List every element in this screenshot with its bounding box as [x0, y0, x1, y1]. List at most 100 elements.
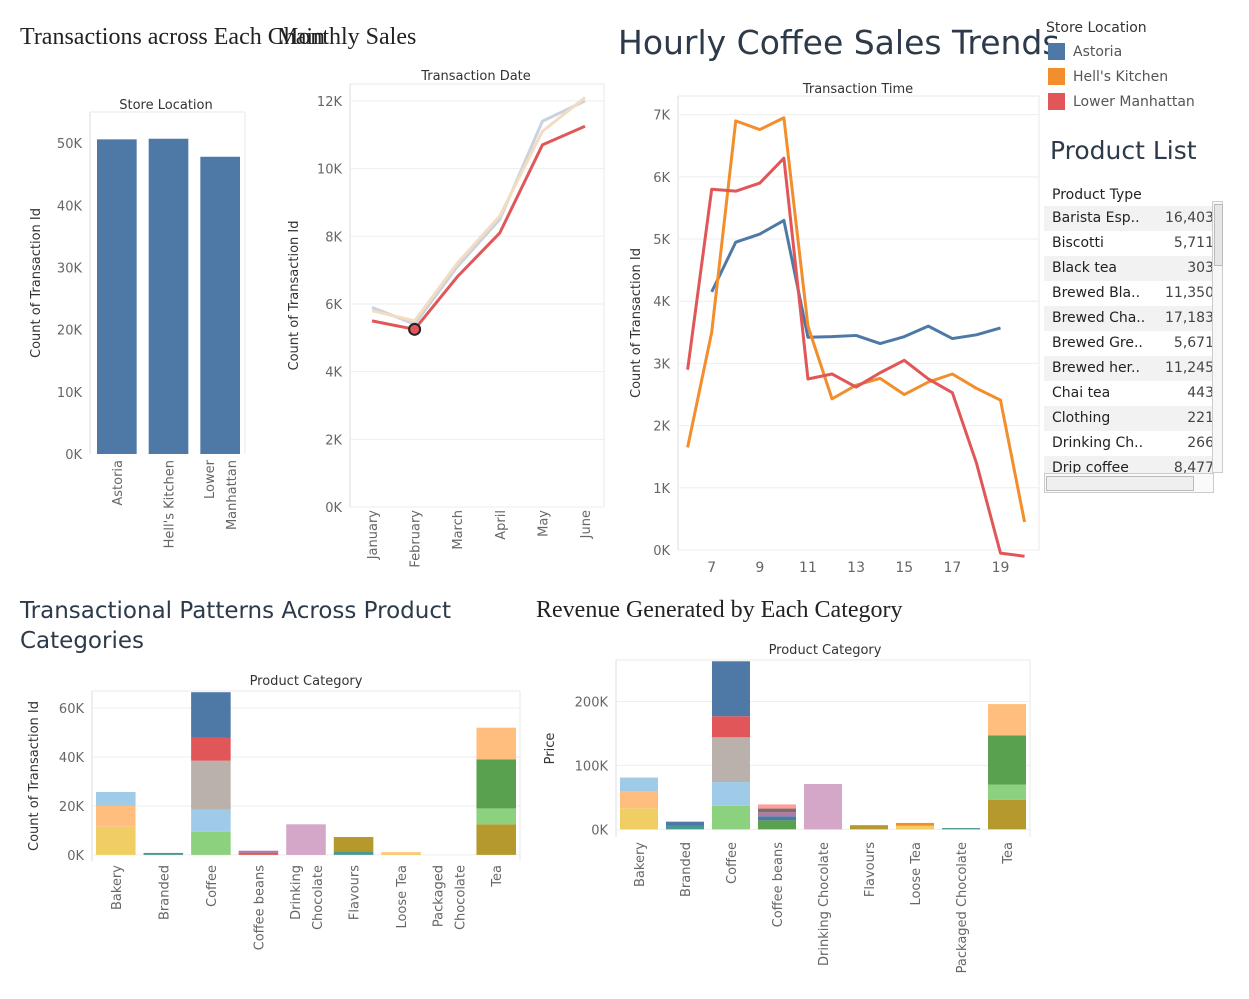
revenue-stacked-bar-chart: Product Category 0K 100K 200K Price Bakery Bra… [543, 643, 1031, 973]
y-tick-label: 5K [653, 233, 670, 248]
bar-segment-coffee [191, 831, 231, 855]
y-tick-label: 100K [575, 759, 609, 774]
bar-segment-coffee-beans [758, 812, 796, 817]
y-tick-label: 0K [591, 823, 608, 838]
bar-segment-tea [476, 824, 516, 855]
series-line-hell-s-kitchen [371, 96, 586, 323]
bar-lower-manhattan [200, 156, 240, 454]
product-type-name: Drinking Ch.. [1052, 435, 1144, 451]
product-type-name: Brewed her.. [1052, 360, 1140, 376]
product-type-count: 221 [1187, 410, 1214, 426]
x-tick-label-loose-tea: Loose Tea [395, 865, 410, 929]
x-tick-label-coffee-beans: Coffee beans [252, 865, 267, 951]
x-tick-label-branded: Branded [679, 842, 694, 897]
vertical-scroll-thumb[interactable] [1214, 204, 1223, 266]
product-list-row[interactable]: Brewed Bla.. 11,350 [1044, 281, 1214, 306]
bar-segment-coffee [712, 805, 750, 830]
y-axis-title: Price [543, 733, 558, 765]
legend-item-astoria[interactable]: Astoria [1046, 39, 1246, 64]
x-tick-label-coffee: Coffee [725, 842, 740, 884]
x-tick-label-hell-s-kitchen: Hell's Kitchen [163, 460, 178, 548]
product-list-row[interactable]: Brewed Gre.. 5,671 [1044, 331, 1214, 356]
x-tick-label-astoria: Astoria [111, 460, 126, 506]
bar-segment-coffee-beans [238, 852, 279, 855]
product-type-name: Clothing [1052, 410, 1111, 426]
bar-segment-loose-tea [381, 853, 421, 855]
product-type-name: Black tea [1052, 260, 1118, 276]
y-tick-label: 20K [59, 800, 85, 815]
x-tick-label-drinking-chocolate: Drinking [289, 865, 304, 920]
product-list-row[interactable]: Brewed Cha.. 17,183 [1044, 306, 1214, 331]
y-tick-label: 2K [325, 433, 342, 448]
legend-title: Store Location [1046, 20, 1147, 36]
store-location-legend: Store Location Astoria Hell's Kitchen Lo… [1046, 20, 1246, 114]
bar-segment-flavours [333, 837, 374, 852]
product-type-count: 11,350 [1165, 285, 1214, 301]
x-tick-label-packaged-chocolate: Packaged Chocolate [955, 842, 970, 973]
legend-swatch-hells-kitchen [1048, 68, 1065, 85]
x-tick-label-drinking-chocolate: Drinking Chocolate [817, 842, 832, 966]
highlight-point-marker [408, 322, 422, 336]
legend-item-hells-kitchen[interactable]: Hell's Kitchen [1046, 64, 1246, 89]
series-line-lower-manhattan [686, 156, 1025, 558]
y-tick-label: 0K [325, 501, 342, 516]
bar-segment-coffee-beans [758, 820, 796, 830]
product-type-count: 443 [1187, 385, 1214, 401]
y-tick-label: 7K [653, 109, 670, 124]
product-type-name: Drip coffee [1052, 460, 1129, 476]
product-list-row[interactable]: Black tea 303 [1044, 256, 1214, 281]
patterns-chart-title: Transactional Patterns Across Product Ca… [20, 598, 452, 654]
product-list-row[interactable]: Biscotti 5,711 [1044, 231, 1214, 256]
x-tick-label: 17 [943, 560, 961, 576]
product-list-rows: Barista Esp.. 16,403 Biscotti 5,711 Black te… [1044, 206, 1214, 481]
y-tick-label: 1K [653, 482, 670, 497]
product-list-table[interactable]: Product Type Barista Esp.. 16,403 Biscotti… [1044, 184, 1214, 494]
bar-segment-coffee-beans [758, 808, 796, 813]
y-tick-label: 10K [57, 386, 83, 401]
bar-segment-coffee [191, 760, 231, 810]
legend-item-lower-manhattan[interactable]: Lower Manhattan [1046, 89, 1246, 114]
product-type-count: 8,477 [1173, 460, 1214, 476]
product-list-row[interactable]: Chai tea 443 [1044, 381, 1214, 406]
bar-segment-loose-tea [381, 852, 421, 854]
bar-segment-coffee [191, 692, 231, 738]
x-tick-label-april: April [494, 510, 509, 540]
bar-segment-drinking-chocolate [286, 824, 326, 855]
bar-segment-coffee [191, 809, 231, 832]
bar-segment-coffee-beans [238, 850, 279, 853]
legend-swatch-lower-manhattan [1048, 93, 1065, 110]
product-type-count: 17,183 [1165, 310, 1214, 326]
product-list-title: Product List [1050, 136, 1197, 165]
x-tick-label-loose-tea: Loose Tea [909, 842, 924, 906]
x-tick-label-lower-manhattan: Lower [203, 459, 218, 499]
bar-segment-coffee [712, 661, 750, 717]
product-list-row[interactable]: Drinking Ch.. 266 [1044, 431, 1214, 456]
product-list-horizontal-scrollbar[interactable] [1044, 473, 1214, 493]
x-tick-label-lower-manhattan: Manhattan [225, 460, 240, 530]
y-tick-label: 0K [67, 849, 84, 864]
bar-segment-flavours [333, 851, 374, 855]
chart-header-label: Transaction Date [420, 69, 531, 84]
bar-segment-branded [143, 852, 184, 855]
series-line-astoria [371, 99, 586, 326]
x-tick-label-flavours: Flavours [348, 865, 363, 920]
product-list-row[interactable]: Barista Esp.. 16,403 [1044, 206, 1214, 231]
x-tick-label: 19 [992, 560, 1010, 576]
bar-segment-coffee-beans [758, 804, 796, 809]
bar-segment-tea [988, 704, 1026, 736]
bar-segment-bakery [96, 792, 136, 806]
y-tick-label: 6K [325, 298, 342, 313]
bar-segment-tea [476, 808, 516, 825]
y-tick-label: 200K [575, 696, 609, 711]
product-type-name: Chai tea [1052, 385, 1111, 401]
horizontal-scroll-thumb[interactable] [1046, 476, 1194, 491]
bar-segment-tea [476, 727, 516, 760]
product-list-row[interactable]: Brewed her.. 11,245 [1044, 356, 1214, 381]
bar-segment-loose-tea [896, 822, 934, 826]
bar-segment-coffee [712, 782, 750, 806]
x-tick-label-february: February [409, 510, 424, 568]
x-tick-label-bakery: Bakery [633, 842, 648, 887]
bar-segment-flavours [850, 825, 888, 830]
product-list-vertical-scrollbar[interactable] [1212, 201, 1223, 473]
product-list-row[interactable]: Clothing 221 [1044, 406, 1214, 431]
